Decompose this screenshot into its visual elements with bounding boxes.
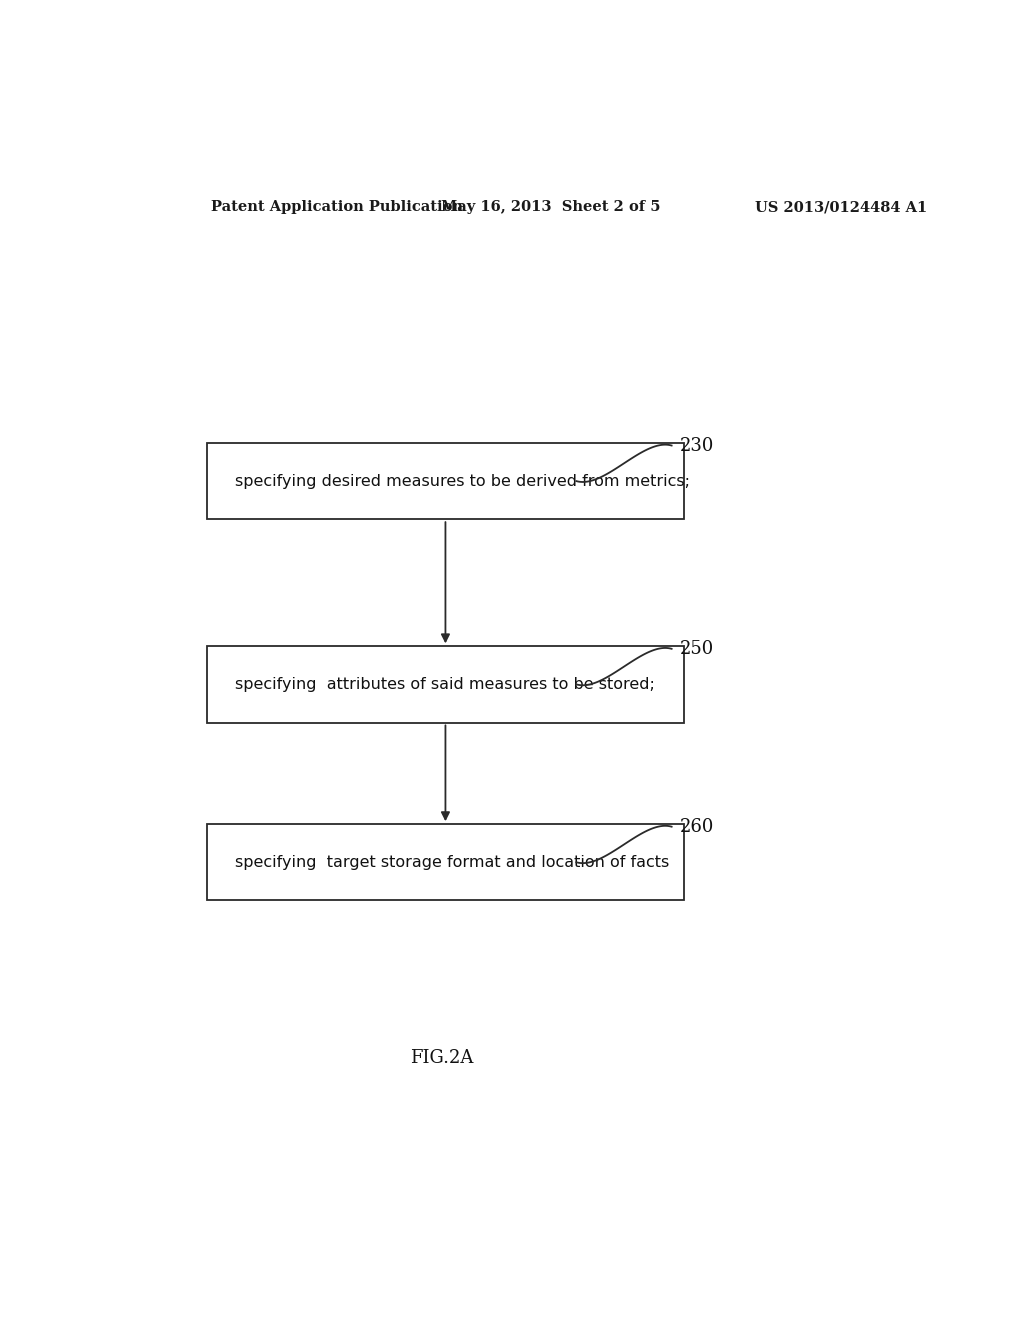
Text: specifying  target storage format and location of facts: specifying target storage format and loc… <box>236 855 670 870</box>
FancyBboxPatch shape <box>207 647 684 722</box>
Text: Patent Application Publication: Patent Application Publication <box>211 201 463 214</box>
Text: 260: 260 <box>680 817 714 836</box>
FancyBboxPatch shape <box>207 444 684 519</box>
Text: 250: 250 <box>680 640 714 657</box>
Text: FIG.2A: FIG.2A <box>410 1049 473 1067</box>
Text: US 2013/0124484 A1: US 2013/0124484 A1 <box>755 201 927 214</box>
Text: specifying desired measures to be derived from metrics;: specifying desired measures to be derive… <box>236 474 690 488</box>
Text: specifying  attributes of said measures to be stored;: specifying attributes of said measures t… <box>236 677 655 692</box>
Text: May 16, 2013  Sheet 2 of 5: May 16, 2013 Sheet 2 of 5 <box>441 201 660 214</box>
Text: 230: 230 <box>680 437 714 454</box>
FancyBboxPatch shape <box>207 824 684 900</box>
